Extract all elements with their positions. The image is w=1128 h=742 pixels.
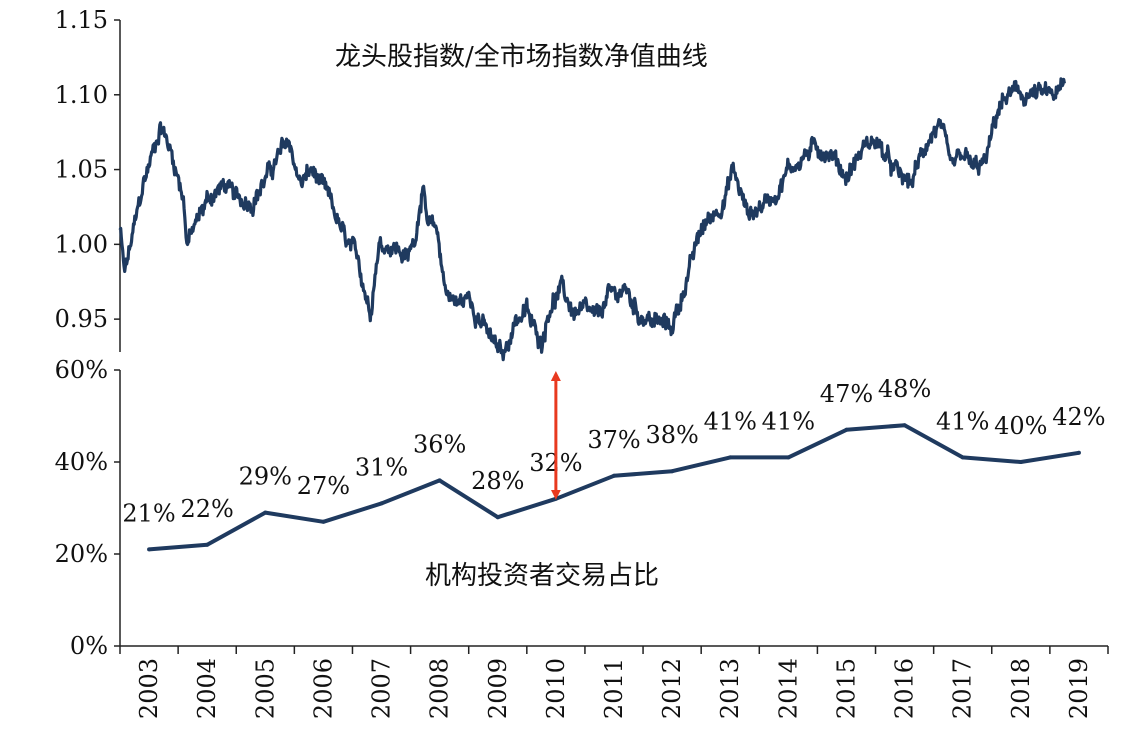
bottom-data-label: 29% — [239, 463, 292, 491]
bottom-data-label: 21% — [122, 499, 175, 527]
bottom-data-label: 47% — [820, 380, 873, 408]
top-y-tick-label: 1.00 — [55, 230, 108, 258]
x-tick-label: 2006 — [309, 658, 337, 719]
bottom-data-label: 36% — [413, 430, 466, 458]
bottom-data-label: 31% — [355, 453, 408, 481]
bottom-data-point — [379, 501, 384, 506]
top-y-tick-label: 1.10 — [55, 81, 108, 109]
bottom-data-label: 41% — [704, 407, 757, 435]
top-series-line — [118, 77, 1066, 362]
bottom-data-point — [553, 496, 558, 501]
bottom-y-tick-label: 60% — [55, 356, 108, 384]
bottom-data-point — [902, 423, 907, 428]
x-tick-label: 2005 — [251, 658, 279, 719]
bottom-data-label: 22% — [181, 495, 234, 523]
bottom-data-label: 37% — [587, 426, 640, 454]
x-tick-label: 2010 — [542, 658, 570, 719]
bottom-y-tick-label: 0% — [70, 632, 108, 660]
bottom-data-label: 38% — [645, 421, 698, 449]
bottom-data-point — [786, 455, 791, 460]
bottom-data-point — [670, 469, 675, 474]
x-tick-label: 2009 — [484, 658, 512, 719]
bottom-data-label: 41% — [762, 407, 815, 435]
bottom-data-label: 27% — [297, 472, 350, 500]
x-tick-label: 2018 — [1007, 658, 1035, 719]
top-y-tick-label: 1.15 — [55, 6, 108, 34]
bottom-data-point — [728, 455, 733, 460]
x-tick-label: 2011 — [600, 658, 628, 719]
bottom-chart-title: 机构投资者交易占比 — [425, 561, 659, 591]
top-chart-title: 龙头股指数/全市场指数净值曲线 — [335, 42, 708, 72]
bottom-data-label: 28% — [471, 467, 524, 495]
x-tick-label: 2013 — [716, 658, 744, 719]
bottom-data-label: 41% — [936, 407, 989, 435]
top-y-tick-label: 0.95 — [55, 305, 108, 333]
x-tick-label: 2014 — [774, 658, 802, 719]
x-tick-label: 2012 — [658, 658, 686, 719]
x-tick-label: 2015 — [832, 658, 860, 719]
x-tick-label: 2004 — [193, 658, 221, 719]
x-tick-label: 2007 — [368, 658, 396, 719]
bottom-data-point — [1018, 460, 1023, 464]
bottom-data-point — [263, 510, 268, 515]
x-tick-label: 2008 — [426, 658, 454, 719]
bottom-data-point — [960, 455, 965, 460]
bottom-data-point — [1076, 450, 1081, 455]
bottom-data-point — [205, 542, 210, 547]
bottom-data-point — [147, 547, 152, 552]
x-tick-label: 2019 — [1065, 658, 1093, 719]
bottom-data-point — [437, 478, 442, 483]
bottom-data-point — [495, 515, 500, 520]
x-tick-label: 2017 — [949, 658, 977, 719]
bottom-data-point — [844, 427, 849, 432]
bottom-data-label: 40% — [994, 412, 1047, 440]
bottom-data-point — [612, 473, 616, 478]
x-tick-label: 2003 — [135, 658, 163, 719]
bottom-y-tick-label: 20% — [55, 540, 108, 568]
bottom-data-label: 42% — [1052, 403, 1105, 431]
bottom-data-point — [321, 519, 326, 524]
bottom-data-label: 48% — [878, 375, 931, 403]
x-tick-label: 2016 — [891, 658, 919, 719]
bottom-y-tick-label: 40% — [55, 448, 108, 476]
top-y-tick-label: 1.05 — [55, 156, 108, 184]
